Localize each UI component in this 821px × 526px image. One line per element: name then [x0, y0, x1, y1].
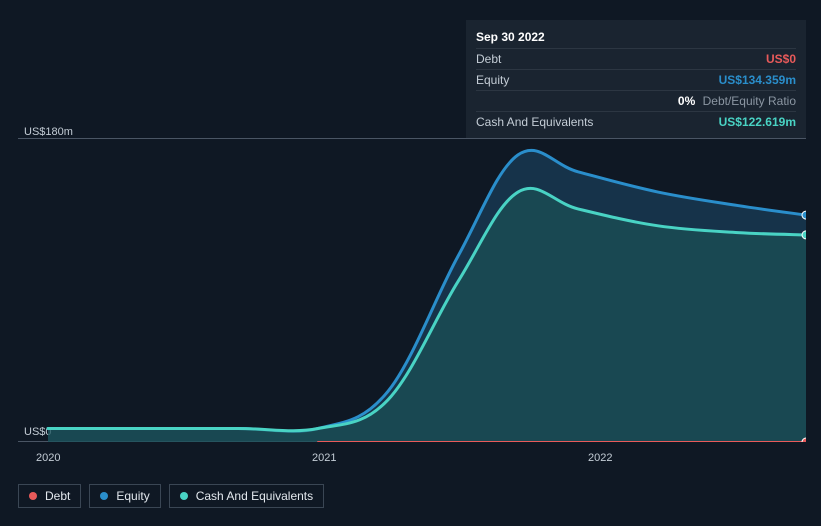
financials-chart: Sep 30 2022 Debt US$0 Equity US$134.359m…	[0, 0, 821, 526]
chart-legend: Debt Equity Cash And Equivalents	[18, 484, 324, 508]
tooltip-label: Debt	[476, 52, 501, 66]
x-axis-label-2020: 2020	[36, 452, 60, 464]
tooltip-value-debt: US$0	[766, 52, 796, 66]
legend-label: Equity	[116, 489, 149, 503]
legend-label: Cash And Equivalents	[196, 489, 313, 503]
tooltip-row-cash: Cash And Equivalents US$122.619m	[476, 111, 796, 132]
legend-item-equity[interactable]: Equity	[89, 484, 160, 508]
tooltip-row-equity: Equity US$134.359m	[476, 69, 796, 90]
tooltip-row-debt: Debt US$0	[476, 48, 796, 69]
x-axis-label-2021: 2021	[312, 452, 336, 464]
tooltip-date: Sep 30 2022	[476, 26, 796, 48]
tooltip-value-equity: US$134.359m	[719, 73, 796, 87]
y-axis-label-max: US$180m	[24, 126, 73, 138]
legend-item-cash[interactable]: Cash And Equivalents	[169, 484, 324, 508]
chart-tooltip: Sep 30 2022 Debt US$0 Equity US$134.359m…	[466, 20, 806, 138]
tooltip-value-cash: US$122.619m	[719, 115, 796, 129]
legend-swatch-debt	[29, 492, 37, 500]
legend-swatch-cash	[180, 492, 188, 500]
tooltip-label: Cash And Equivalents	[476, 115, 593, 129]
tooltip-label: Equity	[476, 73, 509, 87]
tooltip-row-ratio: 0% Debt/Equity Ratio	[476, 90, 796, 111]
chart-plot-area[interactable]	[18, 138, 806, 442]
tooltip-ratio-pct: 0%	[678, 94, 695, 108]
legend-label: Debt	[45, 489, 70, 503]
legend-item-debt[interactable]: Debt	[18, 484, 81, 508]
x-axis-label-2022: 2022	[588, 452, 612, 464]
tooltip-ratio-suffix: Debt/Equity Ratio	[703, 94, 796, 108]
tooltip-value-ratio: 0% Debt/Equity Ratio	[678, 94, 796, 108]
legend-swatch-equity	[100, 492, 108, 500]
